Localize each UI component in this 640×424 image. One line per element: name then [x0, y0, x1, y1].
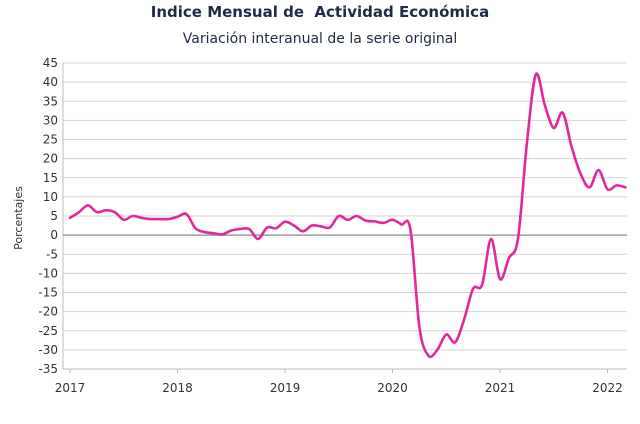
- x-tick-labels: 2017 2018 2019 2020 2021 2022: [55, 369, 623, 395]
- x-tick-label: 2021: [485, 381, 516, 395]
- y-tick-labels: 45 40 35 30 25 20 15 10 5 0 -5 -10 -15 -20 -25 -30 -35: [38, 56, 58, 376]
- x-tick-label: 2022: [592, 381, 623, 395]
- y-tick-label: 30: [43, 113, 58, 127]
- y-tick-label: 40: [43, 75, 58, 89]
- x-tick-label: 2020: [377, 381, 408, 395]
- y-tick-label: 5: [50, 209, 58, 223]
- y-tick-label: 45: [43, 56, 58, 70]
- y-tick-label: 10: [43, 190, 58, 204]
- y-tick-label: -5: [46, 247, 58, 261]
- x-tick-label: 2019: [270, 381, 301, 395]
- y-tick-label: -30: [38, 343, 58, 357]
- axes: [62, 63, 627, 370]
- y-tick-label: 15: [43, 171, 58, 185]
- x-tick-label: 2017: [55, 381, 86, 395]
- y-axis-label: Porcentajes: [12, 186, 25, 250]
- y-tick-label: -35: [38, 362, 58, 376]
- y-tick-label: 35: [43, 94, 58, 108]
- y-tick-label: -15: [38, 286, 58, 300]
- y-tick-label: -20: [38, 305, 58, 319]
- y-tick-label: 20: [43, 152, 58, 166]
- y-tick-label: -25: [38, 324, 58, 338]
- series-line: [68, 72, 627, 359]
- y-tick-label: -10: [38, 266, 58, 280]
- y-tick-label: 25: [43, 133, 58, 147]
- gridlines: [63, 62, 627, 370]
- x-tick-label: 2018: [162, 381, 193, 395]
- series-group: [68, 72, 627, 359]
- y-tick-label: 0: [50, 228, 58, 242]
- chart-title: Indice Mensual de Actividad Económica: [150, 3, 490, 21]
- chart-subtitle: Variación interanual de la serie origina…: [182, 31, 458, 47]
